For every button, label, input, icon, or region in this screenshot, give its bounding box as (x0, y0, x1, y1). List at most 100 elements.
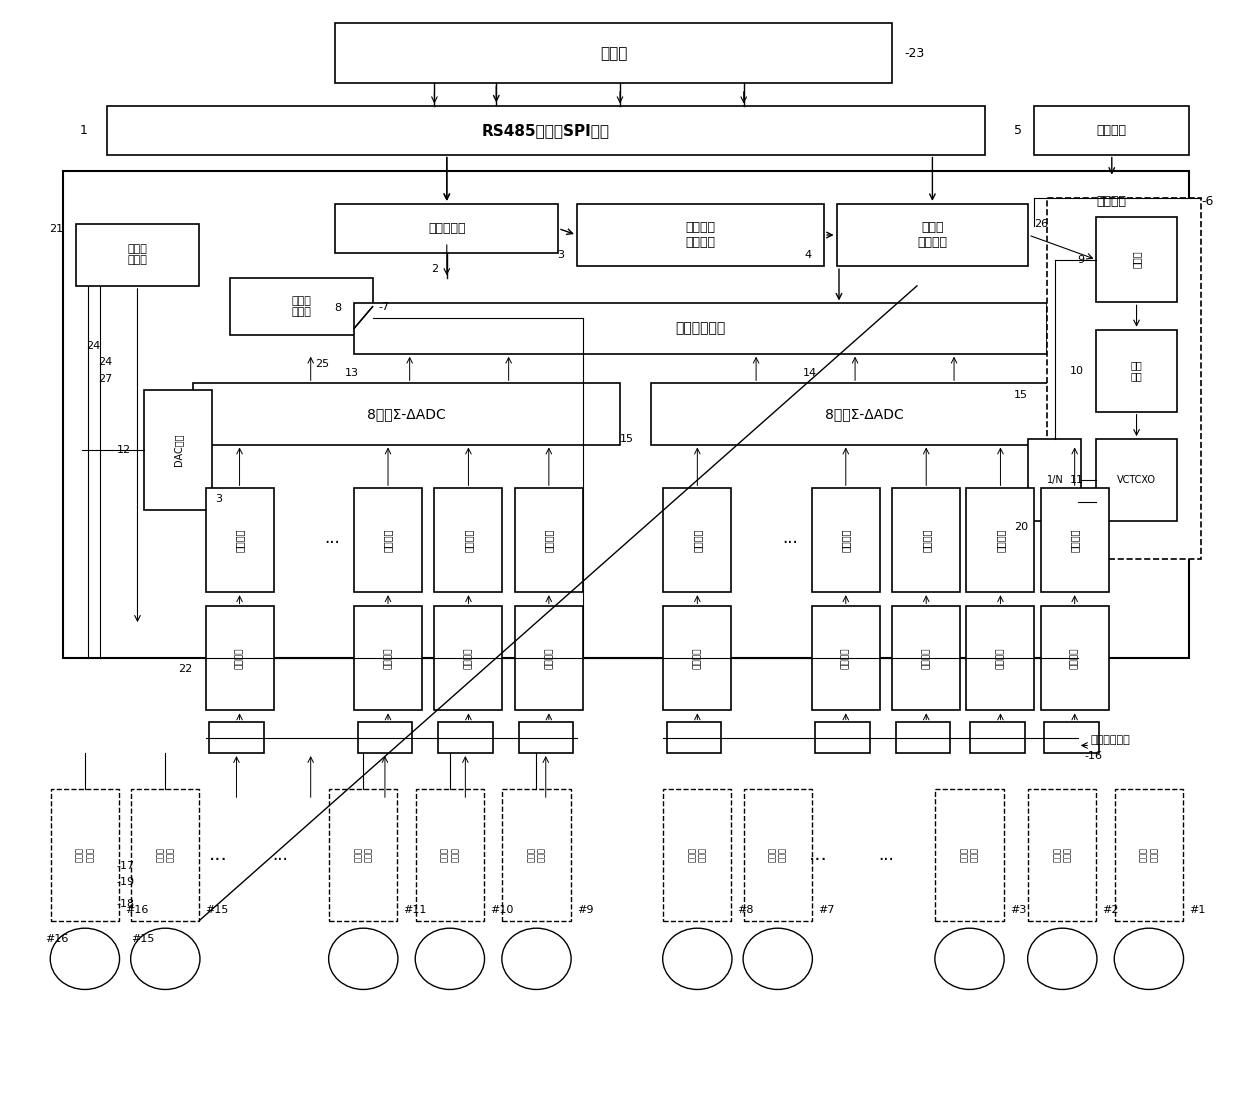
Text: 地震仪
传感器: 地震仪 传感器 (1053, 847, 1073, 862)
FancyBboxPatch shape (1040, 488, 1109, 592)
FancyBboxPatch shape (816, 723, 870, 754)
Text: #15: #15 (131, 934, 155, 943)
Text: #8: #8 (738, 905, 754, 915)
Text: 鉴相器: 鉴相器 (1132, 251, 1142, 269)
Text: ...: ... (782, 529, 799, 546)
Text: #15: #15 (206, 905, 229, 915)
Circle shape (662, 928, 732, 989)
Text: 2: 2 (430, 264, 438, 274)
Text: 信号调理: 信号调理 (841, 529, 851, 552)
Text: ...: ... (325, 529, 340, 546)
Text: 15: 15 (1014, 391, 1028, 400)
FancyBboxPatch shape (434, 607, 502, 711)
Text: #3: #3 (1009, 905, 1025, 915)
Text: 增益调节: 增益调节 (464, 647, 472, 669)
Text: 增益调节: 增益调节 (693, 647, 702, 669)
FancyBboxPatch shape (1034, 106, 1189, 155)
Text: 同步时
钟接收器: 同步时 钟接收器 (918, 220, 947, 249)
Text: 20: 20 (1014, 521, 1028, 532)
FancyBboxPatch shape (76, 224, 200, 286)
FancyBboxPatch shape (1047, 199, 1202, 559)
Text: 8通路Σ-ΔADC: 8通路Σ-ΔADC (367, 407, 446, 421)
FancyBboxPatch shape (1096, 330, 1177, 411)
Text: 地震仪
传感器: 地震仪 传感器 (768, 847, 787, 862)
FancyBboxPatch shape (651, 383, 1078, 444)
Text: 3: 3 (557, 250, 564, 260)
Text: 25: 25 (315, 359, 330, 370)
Text: 环路
滤波: 环路 滤波 (1131, 360, 1142, 382)
Text: 信号调理: 信号调理 (234, 529, 244, 552)
FancyBboxPatch shape (837, 204, 1028, 267)
FancyBboxPatch shape (336, 204, 558, 253)
Text: 增益调节: 增益调节 (236, 647, 244, 669)
FancyBboxPatch shape (502, 789, 570, 920)
Text: 10: 10 (1070, 365, 1084, 375)
FancyBboxPatch shape (893, 607, 960, 711)
Circle shape (1028, 928, 1097, 989)
Text: 增益调节: 增益调节 (841, 647, 851, 669)
Text: 地震仪
传感器: 地震仪 传感器 (688, 847, 707, 862)
FancyBboxPatch shape (193, 383, 620, 444)
Text: -23: -23 (904, 47, 925, 60)
FancyBboxPatch shape (336, 23, 893, 83)
Text: 增益调节: 增益调节 (1070, 647, 1079, 669)
Text: 22: 22 (177, 664, 192, 674)
Text: -19: -19 (117, 878, 135, 887)
FancyBboxPatch shape (1096, 217, 1177, 303)
FancyBboxPatch shape (434, 488, 502, 592)
FancyBboxPatch shape (518, 723, 573, 754)
Circle shape (743, 928, 812, 989)
Text: ...: ... (878, 846, 894, 863)
FancyBboxPatch shape (897, 723, 950, 754)
Text: 3: 3 (216, 495, 222, 505)
FancyBboxPatch shape (144, 389, 212, 510)
FancyBboxPatch shape (812, 488, 880, 592)
Text: 14: 14 (802, 367, 817, 377)
FancyBboxPatch shape (131, 789, 200, 920)
FancyBboxPatch shape (1115, 789, 1183, 920)
FancyBboxPatch shape (970, 723, 1024, 754)
Circle shape (329, 928, 398, 989)
Text: 地震仪
传感器: 地震仪 传感器 (440, 847, 460, 862)
Text: 24: 24 (86, 341, 100, 351)
FancyBboxPatch shape (210, 723, 264, 754)
FancyBboxPatch shape (1044, 723, 1099, 754)
FancyBboxPatch shape (330, 789, 397, 920)
Text: -18: -18 (117, 900, 135, 909)
Text: 命令解码器: 命令解码器 (428, 222, 465, 235)
Text: 21: 21 (50, 224, 63, 234)
Text: -16: -16 (1084, 751, 1102, 761)
Text: #1: #1 (1189, 905, 1205, 915)
FancyBboxPatch shape (206, 607, 274, 711)
Text: 地震仪
传感器: 地震仪 传感器 (353, 847, 373, 862)
Text: 电源模块: 电源模块 (1097, 195, 1127, 208)
Text: #2: #2 (1102, 905, 1118, 915)
Text: 增益调节: 增益调节 (996, 647, 1004, 669)
Text: 增益调节: 增益调节 (544, 647, 553, 669)
Text: 15: 15 (620, 434, 634, 444)
FancyBboxPatch shape (357, 723, 412, 754)
Text: 27: 27 (98, 374, 113, 384)
FancyBboxPatch shape (935, 789, 1003, 920)
FancyBboxPatch shape (515, 607, 583, 711)
FancyBboxPatch shape (1034, 178, 1189, 226)
FancyBboxPatch shape (966, 488, 1034, 592)
FancyBboxPatch shape (1096, 439, 1177, 521)
Text: ...: ... (208, 846, 227, 864)
Text: 地震仪
传感器: 地震仪 传感器 (76, 847, 94, 862)
Text: 信号调理: 信号调理 (383, 529, 393, 552)
FancyBboxPatch shape (577, 204, 825, 267)
Circle shape (130, 928, 200, 989)
FancyBboxPatch shape (893, 488, 960, 592)
Circle shape (1115, 928, 1183, 989)
FancyBboxPatch shape (966, 607, 1034, 711)
FancyBboxPatch shape (667, 723, 722, 754)
Text: 地震仪
传感器: 地震仪 传感器 (527, 847, 546, 862)
Text: 增益控
制模块: 增益控 制模块 (291, 296, 311, 317)
Text: ...: ... (808, 846, 827, 864)
Text: 8通路Σ-ΔADC: 8通路Σ-ΔADC (825, 407, 904, 421)
Text: 自检控
制模块: 自检控 制模块 (128, 244, 148, 265)
Circle shape (415, 928, 485, 989)
Text: 多路转换开关: 多路转换开关 (1090, 735, 1130, 745)
Text: 5: 5 (1014, 124, 1022, 137)
